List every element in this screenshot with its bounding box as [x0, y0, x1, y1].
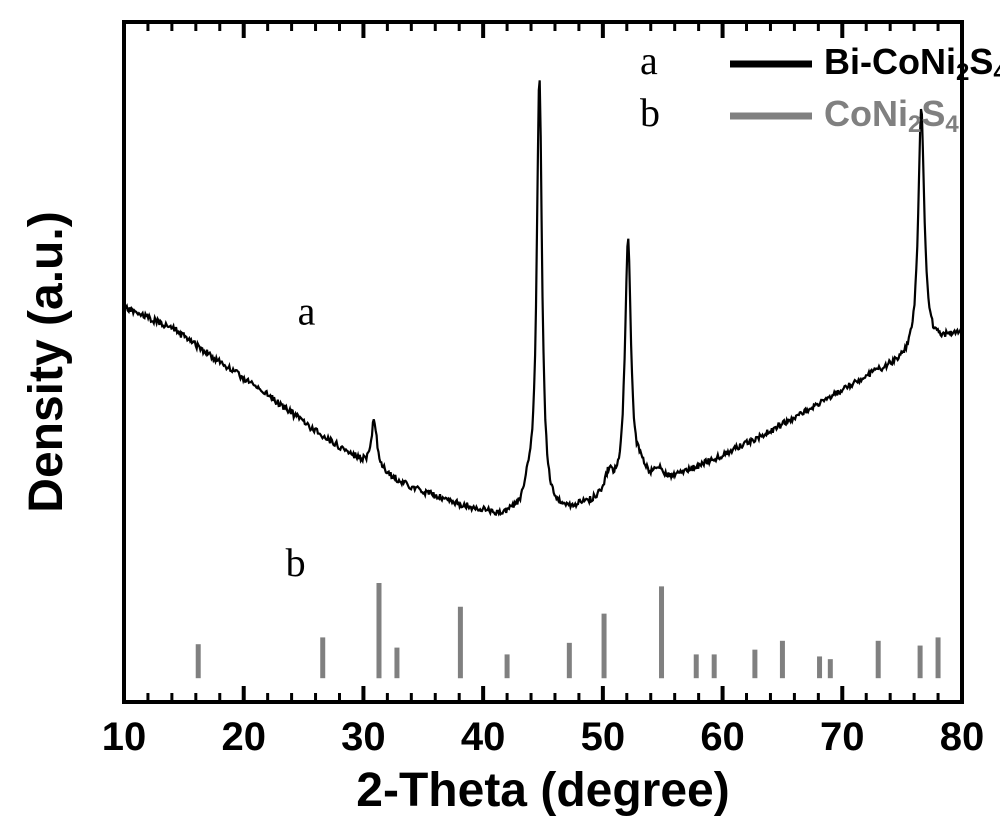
x-tick-label: 50 — [581, 715, 626, 759]
x-axis-label: 2-Theta (degree) — [356, 764, 729, 817]
x-tick-label: 10 — [102, 715, 147, 759]
x-tick-label: 20 — [221, 715, 266, 759]
y-axis-label: Density (a.u.) — [20, 211, 73, 512]
x-tick-label: 80 — [940, 715, 985, 759]
x-tick-label: 40 — [461, 715, 506, 759]
trace-a — [124, 80, 962, 514]
xrd-chart: 10 20 30 40 50 60 70 80 2-Theta (degree) Density … — [0, 0, 1000, 826]
legend-label: Bi-CoNi2S4 — [824, 41, 1000, 86]
annotation-a: a — [298, 289, 316, 334]
legend-key: b — [640, 90, 660, 135]
x-tick-label: 70 — [820, 715, 865, 759]
annotation-b: b — [286, 540, 306, 585]
x-tick-label: 60 — [700, 715, 745, 759]
x-tick-label: 30 — [341, 715, 386, 759]
legend-label: CoNi2S4 — [824, 93, 959, 138]
legend-key: a — [640, 38, 658, 83]
